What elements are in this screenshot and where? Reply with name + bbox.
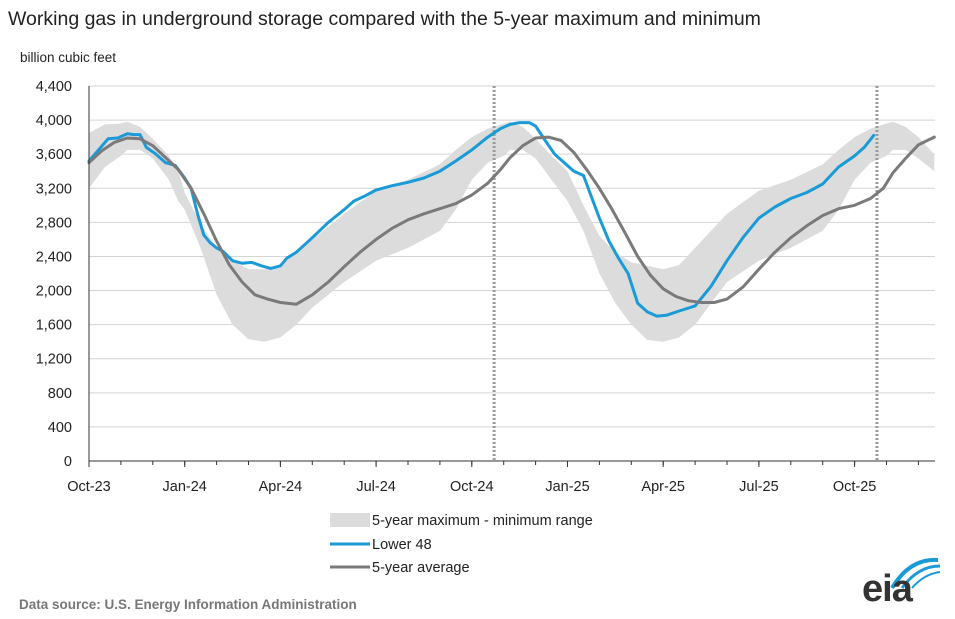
legend-label: 5-year maximum - minimum range [372, 513, 593, 529]
series-line-layer [87, 121, 936, 318]
y-tick-label: 800 [48, 386, 72, 402]
y-tick-label: 4,000 [36, 113, 72, 129]
y-tick-label: 4,400 [36, 79, 72, 95]
x-tick-label: Jan-24 [163, 479, 207, 495]
x-tick-label: Jul-24 [356, 479, 396, 495]
y-tick-label: 2,000 [36, 284, 72, 300]
x-tick-label: Oct-24 [450, 479, 494, 495]
eia-logo: eia [862, 552, 942, 614]
legend: 5-year maximum - minimum range Lower 48 5-… [330, 513, 593, 576]
legend-label: Lower 48 [372, 537, 432, 553]
y-tick-label: 2,400 [36, 249, 72, 265]
range-band [89, 121, 935, 342]
legend-swatch-range [330, 513, 370, 527]
y-tick-label: 0 [64, 454, 72, 470]
axes: 0 400 800 1,200 1,600 2,000 2,400 2,800 3,200 3,6… [36, 79, 935, 495]
x-tick-label: Apr-25 [641, 479, 685, 495]
y-tick-label: 2,800 [36, 215, 72, 231]
y-tick-label: 3,200 [36, 181, 72, 197]
x-tick-label: Jan-25 [545, 479, 589, 495]
logo-arc-icon [890, 557, 941, 590]
x-tick-label: Oct-25 [833, 479, 877, 495]
chart-title: Working gas in underground storage compa… [8, 8, 761, 30]
x-tick-label: Jul-25 [739, 479, 779, 495]
y-tick-label: 3,600 [36, 147, 72, 163]
five-year-average-line [87, 135, 936, 306]
y-tick-label: 400 [48, 420, 72, 436]
data-source-note: Data source: U.S. Energy Information Adm… [19, 597, 357, 612]
y-tick-label: 1,200 [36, 352, 72, 368]
range-band-layer [89, 121, 935, 342]
y-axis-unit-label: billion cubic feet [20, 50, 117, 65]
y-tick-label: 1,600 [36, 318, 72, 334]
legend-label: 5-year average [372, 560, 470, 576]
logo-text: eia [862, 568, 913, 610]
vertical-marker-layer [492, 86, 879, 461]
x-tick-label: Apr-24 [259, 479, 303, 495]
x-tick-label: Oct-23 [67, 479, 111, 495]
